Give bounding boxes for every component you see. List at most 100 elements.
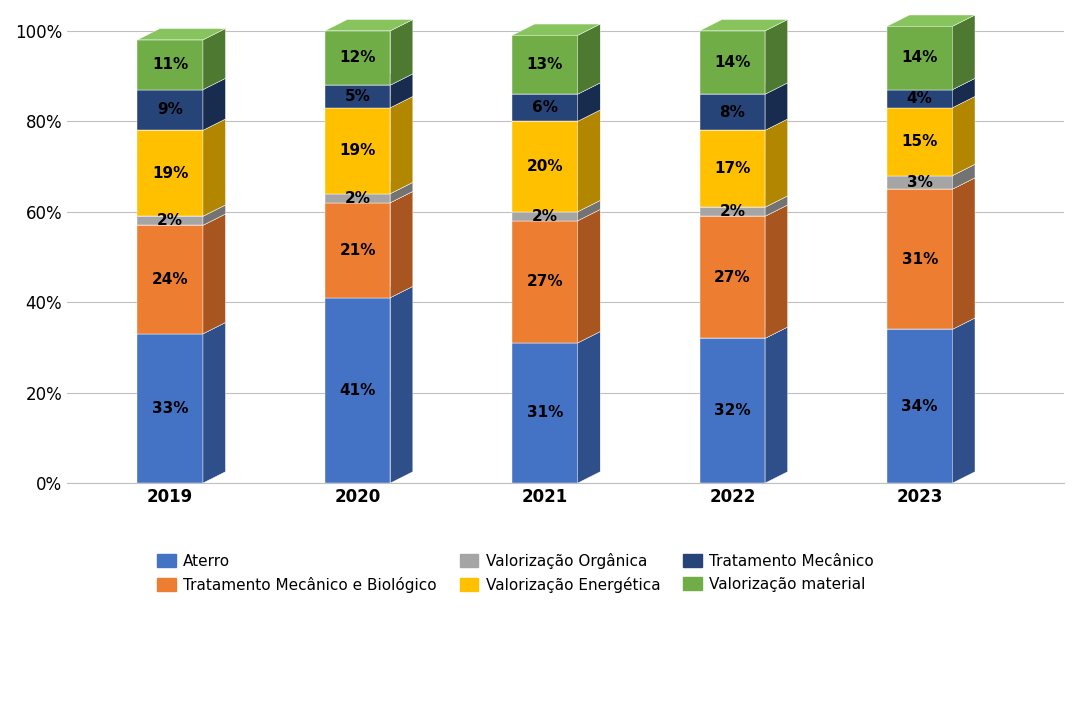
Polygon shape (887, 15, 975, 27)
Polygon shape (953, 96, 975, 176)
Polygon shape (887, 78, 975, 90)
Polygon shape (391, 74, 413, 108)
Polygon shape (391, 96, 413, 194)
Text: 20%: 20% (527, 159, 563, 174)
Text: 41%: 41% (340, 383, 375, 398)
FancyBboxPatch shape (137, 217, 203, 225)
Polygon shape (765, 327, 788, 483)
FancyBboxPatch shape (887, 189, 953, 329)
Text: 19%: 19% (152, 166, 189, 181)
Polygon shape (577, 24, 600, 94)
Text: 2%: 2% (158, 213, 183, 228)
Text: 31%: 31% (902, 252, 938, 267)
Polygon shape (577, 201, 600, 221)
Text: 6%: 6% (532, 100, 558, 115)
Text: 17%: 17% (714, 161, 751, 176)
FancyBboxPatch shape (137, 225, 203, 334)
FancyBboxPatch shape (699, 130, 765, 207)
Text: 9%: 9% (158, 103, 183, 118)
Polygon shape (513, 110, 600, 121)
FancyBboxPatch shape (887, 27, 953, 90)
Polygon shape (953, 178, 975, 329)
Text: 34%: 34% (901, 399, 938, 414)
Polygon shape (325, 182, 413, 194)
Polygon shape (577, 110, 600, 212)
Polygon shape (699, 196, 788, 207)
Polygon shape (513, 331, 600, 343)
Text: 14%: 14% (902, 50, 938, 65)
Polygon shape (699, 205, 788, 217)
Polygon shape (513, 201, 600, 212)
Polygon shape (577, 83, 600, 121)
Text: 11%: 11% (152, 57, 189, 72)
Text: 19%: 19% (340, 143, 375, 158)
Polygon shape (513, 83, 600, 94)
Text: 5%: 5% (344, 89, 370, 104)
Text: 15%: 15% (902, 134, 938, 149)
Polygon shape (765, 19, 788, 94)
FancyBboxPatch shape (513, 343, 577, 483)
Polygon shape (765, 205, 788, 338)
Polygon shape (203, 214, 226, 334)
FancyBboxPatch shape (699, 217, 765, 338)
FancyBboxPatch shape (887, 108, 953, 176)
Polygon shape (203, 29, 226, 90)
Polygon shape (137, 78, 226, 90)
FancyBboxPatch shape (325, 298, 391, 483)
Polygon shape (391, 191, 413, 298)
Polygon shape (325, 19, 413, 31)
Polygon shape (325, 74, 413, 85)
Polygon shape (953, 15, 975, 90)
FancyBboxPatch shape (513, 35, 577, 94)
Polygon shape (137, 205, 226, 217)
FancyBboxPatch shape (699, 31, 765, 94)
Text: 33%: 33% (152, 401, 189, 416)
FancyBboxPatch shape (699, 207, 765, 217)
Polygon shape (325, 96, 413, 108)
Polygon shape (137, 29, 226, 40)
Polygon shape (203, 205, 226, 225)
Polygon shape (765, 83, 788, 130)
Text: 2%: 2% (344, 191, 370, 206)
Text: 13%: 13% (527, 57, 563, 72)
Polygon shape (887, 96, 975, 108)
FancyBboxPatch shape (137, 40, 203, 90)
FancyBboxPatch shape (325, 31, 391, 85)
Polygon shape (137, 323, 226, 334)
Text: 31%: 31% (527, 405, 563, 420)
FancyBboxPatch shape (137, 90, 203, 130)
Text: 2%: 2% (532, 209, 558, 224)
Polygon shape (391, 286, 413, 483)
Polygon shape (953, 78, 975, 108)
Polygon shape (765, 119, 788, 207)
Polygon shape (137, 214, 226, 225)
FancyBboxPatch shape (887, 90, 953, 108)
Text: 12%: 12% (339, 50, 375, 65)
Text: 27%: 27% (714, 270, 751, 285)
Polygon shape (325, 286, 413, 298)
Polygon shape (203, 323, 226, 483)
FancyBboxPatch shape (325, 203, 391, 298)
Text: 21%: 21% (339, 242, 375, 257)
Polygon shape (953, 318, 975, 483)
Polygon shape (203, 119, 226, 217)
FancyBboxPatch shape (887, 176, 953, 189)
Text: 4%: 4% (906, 91, 932, 106)
FancyBboxPatch shape (513, 121, 577, 212)
FancyBboxPatch shape (325, 85, 391, 108)
Text: 24%: 24% (152, 272, 189, 287)
FancyBboxPatch shape (699, 338, 765, 483)
FancyBboxPatch shape (699, 94, 765, 130)
Polygon shape (137, 119, 226, 130)
Polygon shape (887, 178, 975, 189)
Polygon shape (391, 182, 413, 203)
Legend: Aterro, Tratamento Mecânico e Biológico, Valorização Orgânica, Valorização Energ: Aterro, Tratamento Mecânico e Biológico,… (151, 547, 880, 599)
FancyBboxPatch shape (513, 221, 577, 343)
FancyBboxPatch shape (887, 329, 953, 483)
Polygon shape (699, 83, 788, 94)
Polygon shape (577, 209, 600, 343)
Polygon shape (391, 19, 413, 85)
Polygon shape (577, 331, 600, 483)
Text: 32%: 32% (714, 403, 751, 418)
FancyBboxPatch shape (325, 108, 391, 194)
